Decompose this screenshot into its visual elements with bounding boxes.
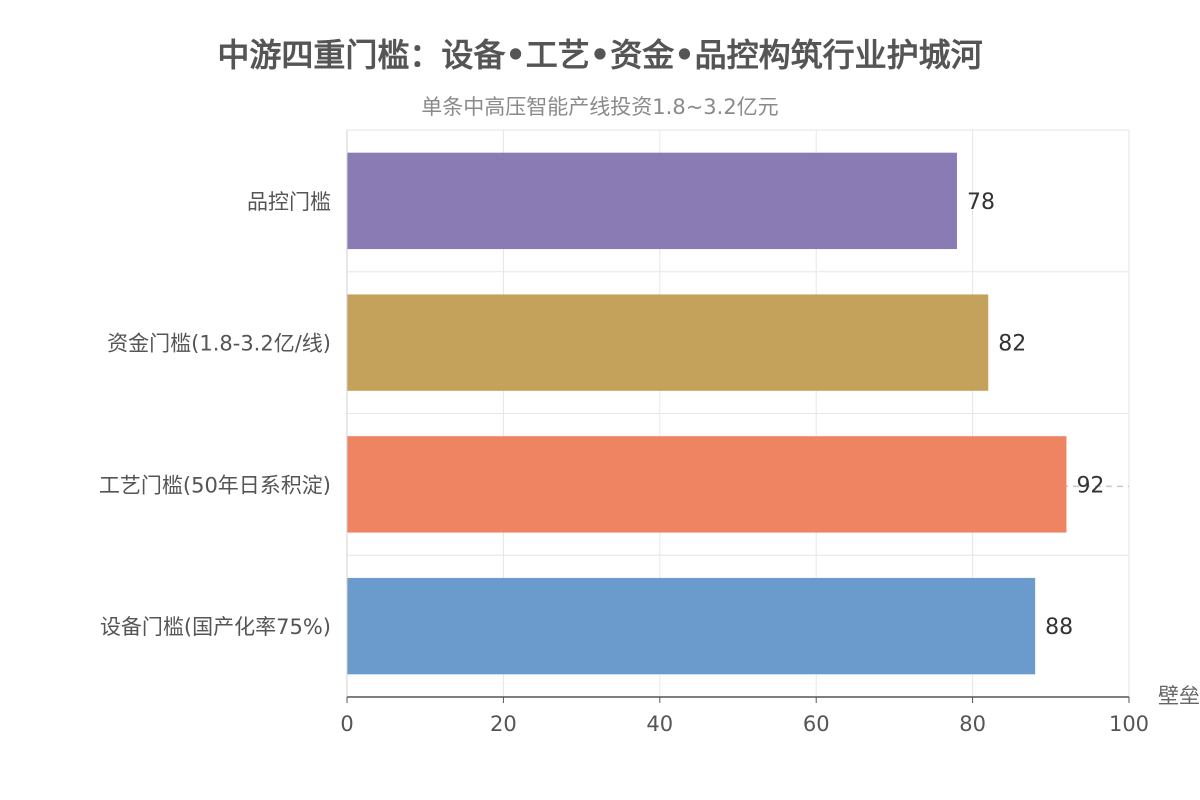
x-tick-label-100: 100 <box>1109 712 1149 736</box>
bar-3[interactable] <box>347 152 957 250</box>
chart-title: 中游四重门槛：设备•工艺•资金•品控构筑行业护城河 <box>217 36 982 74</box>
category-label-0: 设备门槛(国产化率75%) <box>100 615 331 639</box>
category-label-3: 品控门槛 <box>247 190 331 214</box>
chart-subtitle: 单条中高压智能产线投资1.8~3.2亿元 <box>421 95 778 119</box>
bar-0[interactable] <box>347 577 1036 675</box>
bar-value-label-3: 78 <box>967 190 995 215</box>
x-tick-label-0: 0 <box>340 712 353 736</box>
category-label-2: 资金门槛(1.8-3.2亿/线) <box>107 332 331 356</box>
x-tick-label-20: 20 <box>490 712 517 736</box>
x-tick-label-60: 60 <box>803 712 830 736</box>
x-axis-title: 壁垒 <box>1158 684 1200 708</box>
bar-value-label-0: 88 <box>1045 615 1073 640</box>
category-label-1: 工艺门槛(50年日系积淀) <box>99 473 331 497</box>
labels-layer: 88 92 82 78 <box>967 190 1104 640</box>
bar-1[interactable] <box>347 436 1067 533</box>
bar-value-label-1: 92 <box>1076 473 1104 498</box>
axis-layer: 0 20 40 60 80 100 设备门槛(国产化率75%) 工艺门槛(50年日系积淀) 资金… <box>99 130 1149 736</box>
bar-2[interactable] <box>347 294 989 391</box>
bars-layer <box>347 152 1067 675</box>
x-tick-label-40: 40 <box>646 712 673 736</box>
x-tick-label-80: 80 <box>959 712 986 736</box>
bar-value-label-2: 82 <box>998 332 1026 357</box>
